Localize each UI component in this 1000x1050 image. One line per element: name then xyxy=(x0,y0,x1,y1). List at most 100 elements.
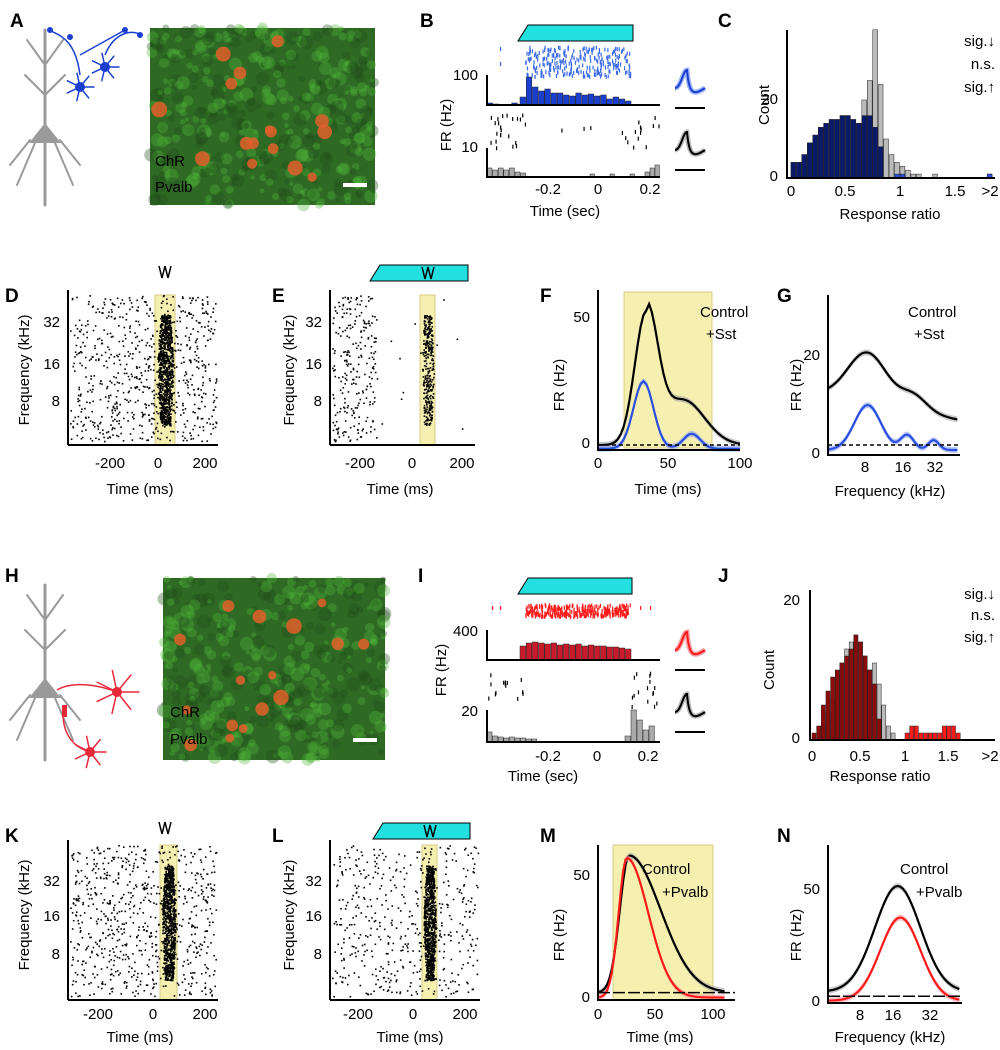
fiber xyxy=(183,601,196,614)
spike xyxy=(163,382,166,384)
spike xyxy=(429,375,431,377)
spike xyxy=(160,341,163,344)
spike xyxy=(559,614,561,619)
fiber xyxy=(314,79,322,87)
fiber xyxy=(321,24,334,36)
spike xyxy=(425,396,428,399)
spike xyxy=(202,426,205,428)
spike xyxy=(533,53,536,58)
spike xyxy=(153,418,156,421)
spike xyxy=(162,366,165,369)
spike xyxy=(430,318,433,321)
spike xyxy=(428,367,430,370)
spike xyxy=(371,377,373,380)
spike xyxy=(346,360,348,363)
spike xyxy=(163,295,165,297)
spike xyxy=(165,342,167,344)
spike xyxy=(100,968,103,970)
fiber xyxy=(185,175,199,189)
spike xyxy=(345,431,347,433)
spike xyxy=(112,964,115,967)
hist-bar xyxy=(883,138,889,179)
spike xyxy=(424,330,427,333)
fiber xyxy=(360,112,365,117)
fiber xyxy=(210,155,215,161)
cell xyxy=(225,77,238,90)
fiber xyxy=(354,147,364,157)
spike xyxy=(212,921,214,924)
spike xyxy=(116,354,118,357)
spike xyxy=(166,380,168,383)
spike xyxy=(116,420,118,423)
spike xyxy=(136,299,138,302)
fiber xyxy=(303,678,317,692)
spike xyxy=(166,357,169,360)
spike xyxy=(424,423,426,426)
spike xyxy=(343,430,346,433)
spike xyxy=(178,305,181,308)
spike xyxy=(125,987,128,989)
spike xyxy=(425,419,427,422)
spike xyxy=(169,364,172,366)
spike xyxy=(171,379,174,382)
spike xyxy=(163,328,166,331)
fiber xyxy=(205,698,214,707)
spike xyxy=(80,410,83,413)
fiber xyxy=(204,199,211,205)
spike xyxy=(113,376,115,378)
spike xyxy=(557,52,559,57)
spike xyxy=(167,341,170,343)
hist-bar xyxy=(654,164,660,178)
spike xyxy=(79,852,81,855)
spike xyxy=(168,896,170,898)
spike xyxy=(338,301,340,304)
spike xyxy=(161,413,163,415)
fiber xyxy=(335,97,347,110)
spike xyxy=(86,336,89,339)
hist-bar xyxy=(886,725,891,741)
fiber xyxy=(353,131,363,141)
spike xyxy=(157,386,159,389)
spike xyxy=(515,140,517,145)
spike xyxy=(425,333,427,335)
spike xyxy=(599,60,601,65)
spike xyxy=(206,952,208,954)
spike xyxy=(576,69,578,74)
spike xyxy=(607,60,609,65)
fiber xyxy=(256,714,270,728)
spike xyxy=(85,417,87,419)
spike xyxy=(423,355,426,358)
spike xyxy=(137,320,140,323)
spike xyxy=(164,336,166,339)
spike xyxy=(564,66,566,71)
spike xyxy=(365,420,368,422)
fiber xyxy=(338,32,347,41)
fiber xyxy=(154,44,165,55)
spike xyxy=(162,371,165,374)
spike xyxy=(112,427,114,429)
spike xyxy=(332,322,335,325)
spike xyxy=(109,973,112,976)
spike xyxy=(197,356,200,359)
fiber xyxy=(317,186,323,192)
spike xyxy=(161,396,164,399)
spike xyxy=(549,612,551,617)
spike xyxy=(160,306,163,309)
spike xyxy=(134,970,136,973)
spike xyxy=(71,983,74,986)
fiber xyxy=(292,575,299,582)
fiber xyxy=(238,109,246,118)
spike xyxy=(198,848,201,851)
spike xyxy=(116,920,119,922)
fiber xyxy=(203,666,208,671)
spike xyxy=(557,45,560,50)
spike xyxy=(170,370,173,373)
spike xyxy=(619,613,622,618)
spike xyxy=(607,612,609,617)
spike xyxy=(332,367,334,370)
spike xyxy=(151,390,154,393)
spike xyxy=(169,395,171,398)
spike xyxy=(546,61,548,66)
spike xyxy=(118,422,120,425)
fiber xyxy=(311,50,323,62)
